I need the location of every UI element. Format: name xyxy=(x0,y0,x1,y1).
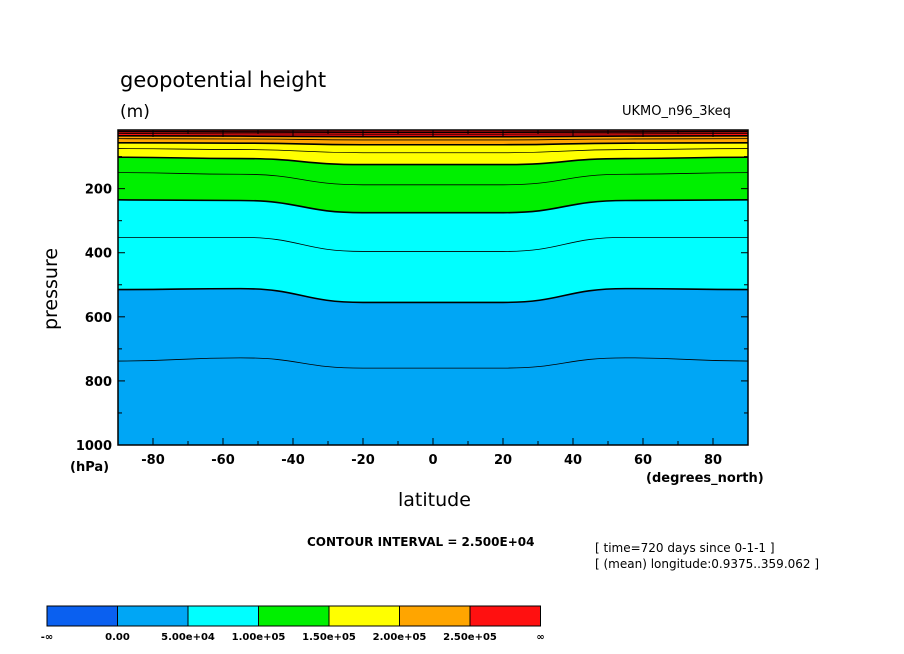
longitude-note: [ (mean) longitude:0.9375..359.062 ] xyxy=(595,557,820,571)
colorbar-swatch xyxy=(399,605,471,627)
colorbar-label: -∞ xyxy=(41,632,53,643)
contour-line-125000 xyxy=(117,172,749,186)
contour-line-50000 xyxy=(117,287,749,304)
colorbar-label: 2.50e+05 xyxy=(443,632,497,643)
contour-line-25000 xyxy=(117,357,749,369)
y-tick-label: 400 xyxy=(85,247,112,262)
colorbar-label: 1.00e+05 xyxy=(232,632,286,643)
x-tick-label: 80 xyxy=(704,453,722,468)
x-axis-units: (degrees_north) xyxy=(646,471,764,486)
contour-interval: CONTOUR INTERVAL = 2.500E+04 xyxy=(307,535,535,549)
colorbar-swatch xyxy=(46,605,118,627)
colorbar-label: 5.00e+04 xyxy=(161,632,215,643)
x-tick-label: 40 xyxy=(564,453,582,468)
contour-line-150000 xyxy=(117,156,749,166)
y-tick-label: 800 xyxy=(85,375,112,390)
contour-line-175000 xyxy=(117,148,749,154)
x-tick-label: -60 xyxy=(211,453,235,468)
colorbar-swatch xyxy=(117,605,189,627)
contour-line-100000 xyxy=(117,199,749,214)
x-tick-label: -80 xyxy=(141,453,165,468)
x-tick-label: -40 xyxy=(281,453,305,468)
contour-fills xyxy=(118,130,748,445)
x-tick-label: -20 xyxy=(351,453,375,468)
x-tick-label: 60 xyxy=(634,453,652,468)
contour-line-200000 xyxy=(117,142,749,146)
x-axis-ticks: -80 -60 -40 -20 0 20 40 60 80 xyxy=(117,130,749,468)
time-note: [ time=720 days since 0-1-1 ] xyxy=(595,541,775,555)
colorbar-swatch xyxy=(469,605,541,627)
x-tick-label: 0 xyxy=(428,453,437,468)
colorbar-swatch xyxy=(187,605,259,627)
colorbar-label: 2.00e+05 xyxy=(373,632,427,643)
y-tick-label: 1000 xyxy=(76,439,112,454)
experiment-label: UKMO_n96_3keq xyxy=(622,104,731,119)
chart-title: geopotential height xyxy=(120,68,327,92)
contour-line-75000 xyxy=(118,236,748,252)
colorbar-label: ∞ xyxy=(536,632,544,643)
x-tick-label: 20 xyxy=(494,453,512,468)
colorbar-label: 1.50e+05 xyxy=(302,632,356,643)
chart-units: (m) xyxy=(120,102,150,122)
colorbar: -∞ 0.00 5.00e+04 1.00e+05 1.50e+05 2.00e+05 2.… xyxy=(41,605,545,643)
colorbar-label: 0.00 xyxy=(105,632,130,643)
y-tick-label: 600 xyxy=(85,311,112,326)
y-axis-label: pressure xyxy=(40,247,63,331)
contour-line-225000 xyxy=(117,138,749,141)
colorbar-swatch xyxy=(258,605,330,627)
y-axis-units: (hPa) xyxy=(70,460,110,475)
colorbar-swatch xyxy=(328,605,400,627)
y-axis-ticks: 200 400 600 800 1000 xyxy=(76,156,748,454)
y-tick-label: 200 xyxy=(85,183,112,198)
x-axis-label: latitude xyxy=(398,489,471,511)
